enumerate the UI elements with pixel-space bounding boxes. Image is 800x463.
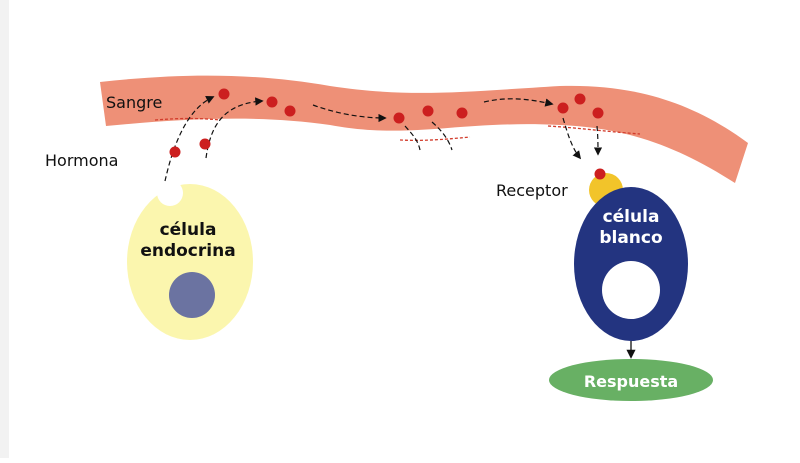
endocrine-cell: [127, 184, 253, 340]
arrow-diffuse-2: [431, 121, 453, 151]
hormone-dot: [557, 102, 569, 114]
blood-label: Sangre: [106, 93, 162, 112]
hormone-dot: [574, 93, 586, 105]
blood-vessel: [100, 75, 748, 183]
response-ellipse: [549, 359, 713, 401]
hormone-dot: [393, 112, 405, 124]
target-nucleus: [602, 261, 660, 319]
arrow-secretion-2: [205, 97, 264, 159]
response-label: Respuesta: [584, 372, 678, 391]
arrow-transport-2: [483, 98, 554, 107]
target-cell-label-1: célula: [603, 207, 660, 227]
secretion-notch: [157, 180, 183, 206]
vessel-edge-middle: [399, 136, 471, 142]
hormone-label: Hormona: [45, 151, 118, 170]
target-cell-label-2: blanco: [599, 228, 662, 248]
hormone-dot-bound: [594, 168, 606, 180]
vessel-edge-right: [547, 125, 641, 135]
hormone-dot: [592, 107, 604, 119]
endocrine-cell-label-2: endocrina: [140, 241, 235, 261]
arrow-to-receptor: [562, 117, 582, 160]
hormone-dot: [266, 96, 278, 108]
hormone-dot: [456, 107, 468, 119]
hormone-dot: [169, 146, 181, 158]
arrow-to-receptor-2: [593, 125, 603, 156]
hormone-molecules: [169, 88, 606, 180]
receptor-label: Receptor: [496, 181, 568, 200]
hormone-dot: [284, 105, 296, 117]
arrow-secretion: [164, 96, 215, 182]
hormone-dot: [422, 105, 434, 117]
arrow-diffuse-1: [404, 125, 421, 151]
endocrine-cell-label-1: célula: [160, 220, 217, 240]
hormone-dot: [199, 138, 211, 150]
hormone-dot: [218, 88, 230, 100]
endocrine-nucleus: [169, 272, 215, 318]
arrow-transport-1: [312, 104, 387, 123]
page-edge: [0, 0, 9, 458]
hormone-paths: [164, 96, 603, 182]
vessel-edge-left: [154, 117, 221, 121]
